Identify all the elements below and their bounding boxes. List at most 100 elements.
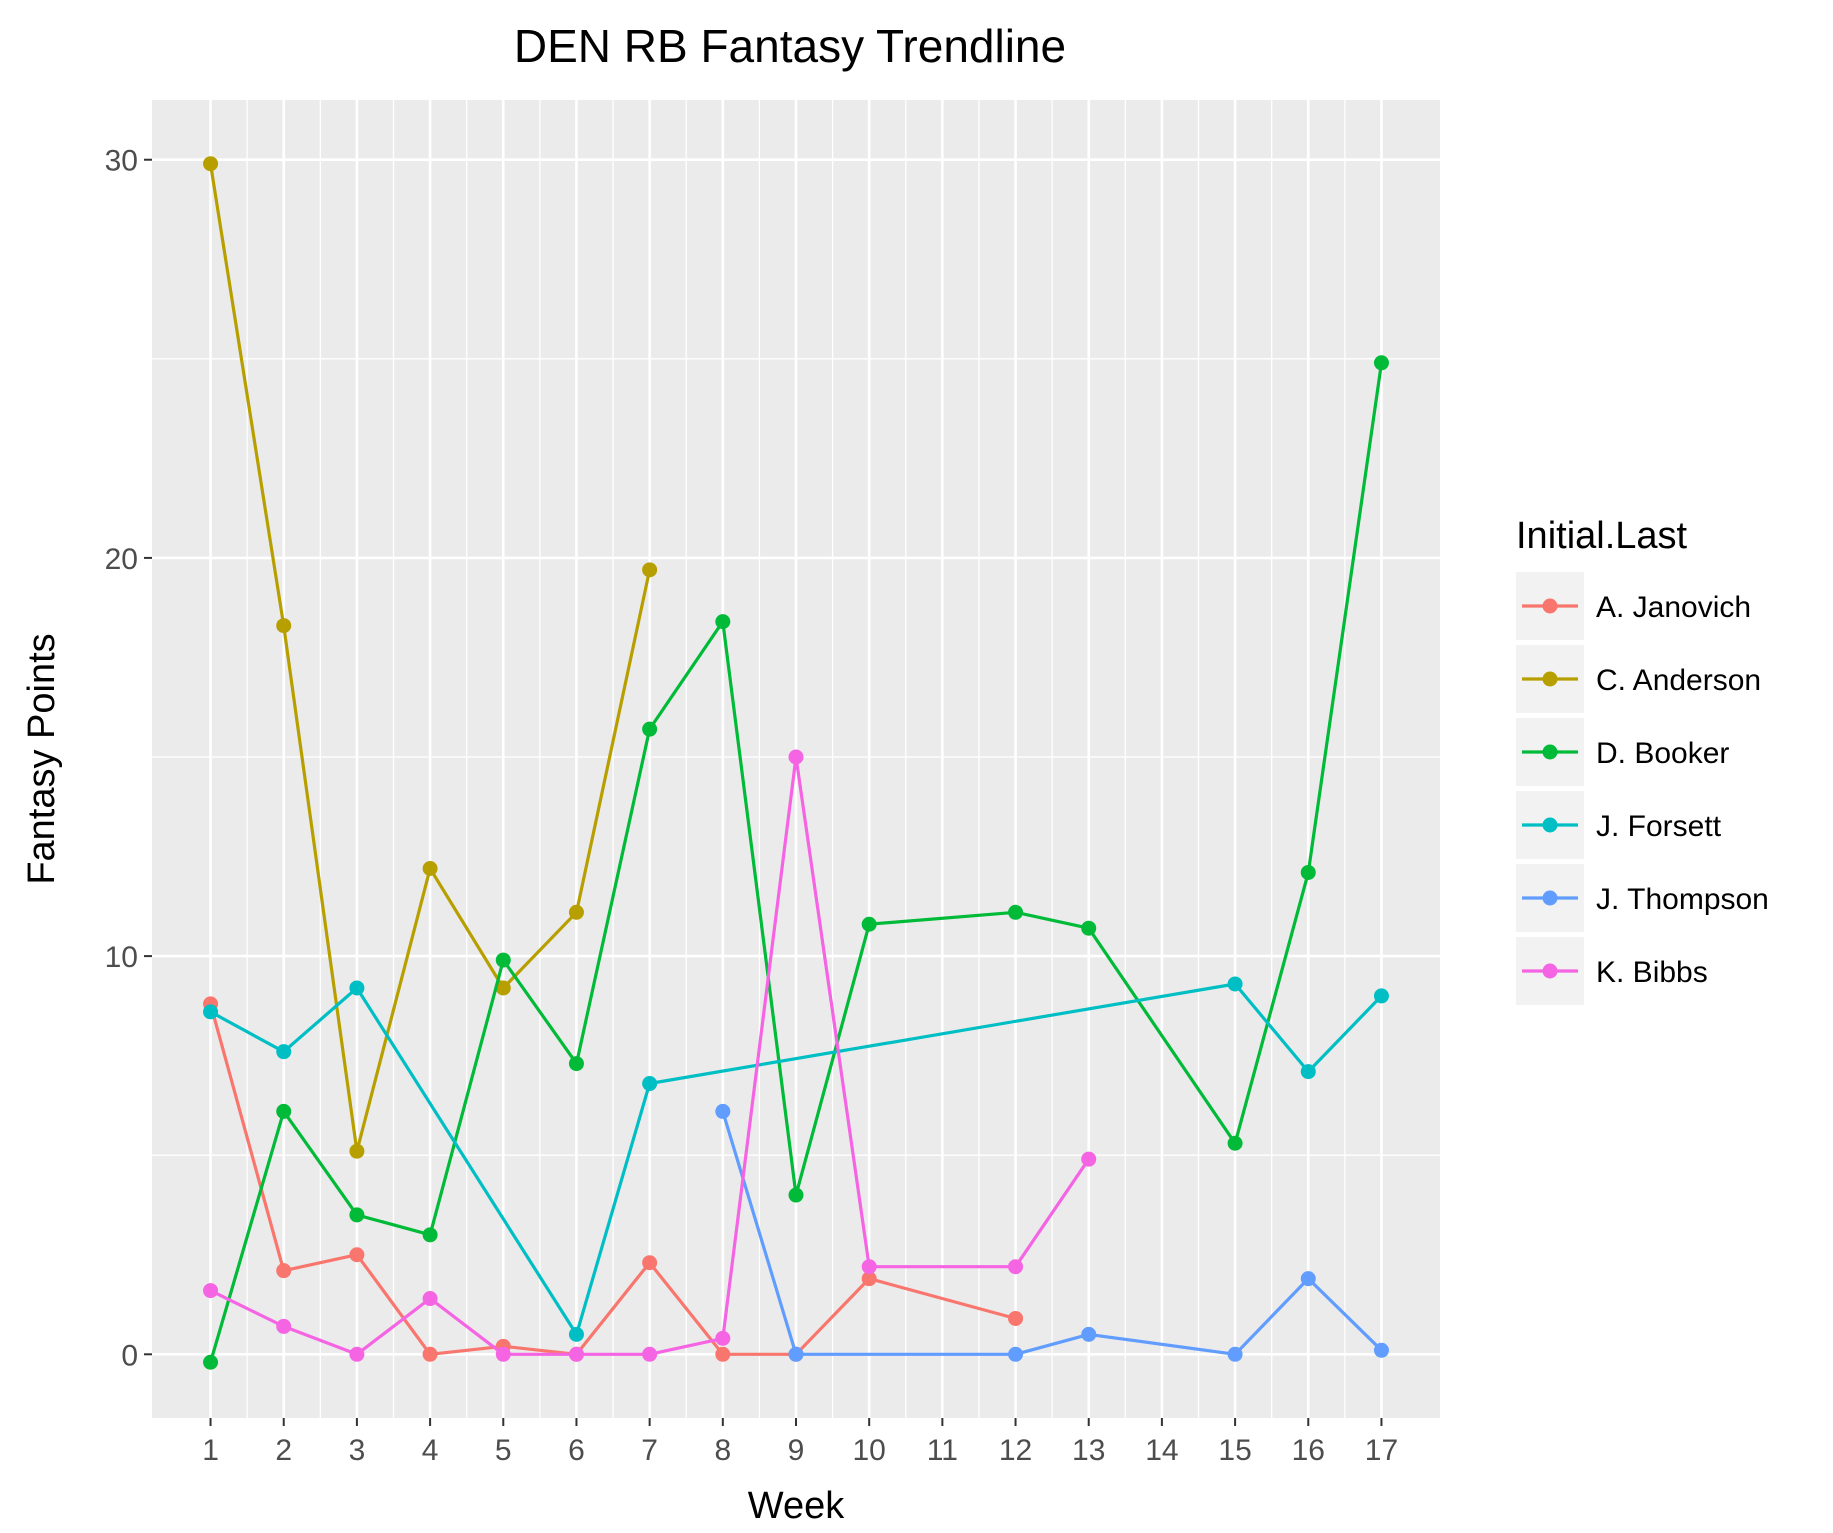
legend-key-point xyxy=(1542,744,1558,760)
data-point xyxy=(788,749,804,765)
y-axis-title: Fantasy Points xyxy=(21,633,63,884)
x-tick-label: 8 xyxy=(714,1434,731,1467)
x-tick-label: 6 xyxy=(568,1434,585,1467)
data-point xyxy=(203,1283,219,1299)
legend-item-j-thompson: J. Thompson xyxy=(1516,864,1769,932)
data-point xyxy=(1227,1346,1243,1362)
data-point xyxy=(642,562,658,578)
x-tick-label: 4 xyxy=(422,1434,439,1467)
x-tick-label: 1 xyxy=(202,1434,219,1467)
data-point xyxy=(1008,1259,1024,1275)
data-point xyxy=(349,1247,365,1263)
data-point xyxy=(1300,1064,1316,1080)
x-tick-label: 5 xyxy=(495,1434,512,1467)
x-tick-label: 14 xyxy=(1145,1434,1178,1467)
legend-item-a-janovich: A. Janovich xyxy=(1516,572,1751,640)
legend-key-point xyxy=(1542,963,1558,979)
data-point xyxy=(1300,864,1316,880)
data-point xyxy=(861,1259,877,1275)
data-point xyxy=(788,1187,804,1203)
data-point xyxy=(495,952,511,968)
data-point xyxy=(715,1103,731,1119)
y-tick-label: 0 xyxy=(121,1339,138,1372)
data-point xyxy=(276,1318,292,1334)
data-point xyxy=(715,614,731,630)
y-tick-label: 10 xyxy=(105,941,138,974)
legend-title: Initial.Last xyxy=(1516,515,1688,557)
series-j-thompson xyxy=(715,1103,1389,1362)
data-point xyxy=(642,1076,658,1092)
x-tick-label: 16 xyxy=(1292,1434,1325,1467)
data-point xyxy=(422,1291,438,1307)
data-point xyxy=(349,980,365,996)
series-line xyxy=(209,755,1091,1356)
legend-key-point xyxy=(1542,817,1558,833)
legend-label: J. Forsett xyxy=(1596,810,1722,843)
y-tick-label: 30 xyxy=(105,145,138,178)
data-point xyxy=(349,1143,365,1159)
legend-label: K. Bibbs xyxy=(1596,956,1708,989)
data-point xyxy=(642,721,658,737)
legend-label: A. Janovich xyxy=(1596,591,1751,624)
data-point xyxy=(276,1044,292,1060)
data-point xyxy=(715,1330,731,1346)
series-d-booker xyxy=(203,355,1389,1370)
data-point xyxy=(861,916,877,932)
legend-label: C. Anderson xyxy=(1596,664,1761,697)
data-point xyxy=(642,1255,658,1271)
legend-key-point xyxy=(1542,598,1558,614)
data-point xyxy=(495,1346,511,1362)
data-point xyxy=(788,1346,804,1362)
legend-key-point xyxy=(1542,671,1558,687)
data-point xyxy=(203,1004,219,1020)
data-point xyxy=(349,1346,365,1362)
y-tick-label: 20 xyxy=(105,543,138,576)
data-point xyxy=(1373,355,1389,371)
data-point xyxy=(203,156,219,172)
x-tick-label: 11 xyxy=(927,1434,958,1467)
data-point xyxy=(276,1103,292,1119)
legend: Initial.Last A. Janovich C. Anderson D. Bo… xyxy=(1516,515,1769,1005)
data-point xyxy=(422,1227,438,1243)
x-tick-label: 10 xyxy=(852,1434,885,1467)
data-point xyxy=(1081,1326,1097,1342)
data-point xyxy=(1300,1271,1316,1287)
x-tick-label: 15 xyxy=(1218,1434,1251,1467)
x-tick-label: 3 xyxy=(349,1434,366,1467)
data-point xyxy=(715,1346,731,1362)
series-c-anderson xyxy=(203,156,658,1159)
legend-items: A. Janovich C. Anderson D. Booker J. Forset… xyxy=(1516,572,1769,1005)
series-layer xyxy=(203,156,1389,1370)
data-point xyxy=(276,1263,292,1279)
x-tick-label: 13 xyxy=(1072,1434,1105,1467)
data-point xyxy=(1008,904,1024,920)
data-point xyxy=(1227,976,1243,992)
data-point xyxy=(422,1346,438,1362)
legend-key-point xyxy=(1542,890,1558,906)
legend-item-c-anderson: C. Anderson xyxy=(1516,645,1761,713)
legend-item-j-forsett: J. Forsett xyxy=(1516,791,1722,859)
x-tick-label: 7 xyxy=(641,1434,658,1467)
legend-item-k-bibbs: K. Bibbs xyxy=(1516,937,1708,1005)
legend-item-d-booker: D. Booker xyxy=(1516,718,1729,786)
data-point xyxy=(203,1354,219,1370)
data-point xyxy=(1081,1151,1097,1167)
data-point xyxy=(495,980,511,996)
data-point xyxy=(1227,1135,1243,1151)
series-j-forsett xyxy=(203,976,1389,1342)
data-point xyxy=(861,1271,877,1287)
series-line xyxy=(209,982,1383,1337)
data-point xyxy=(1081,920,1097,936)
legend-label: D. Booker xyxy=(1596,737,1729,770)
data-point xyxy=(1373,1342,1389,1358)
data-point xyxy=(276,618,292,634)
series-k-bibbs xyxy=(203,749,1097,1362)
data-point xyxy=(568,904,584,920)
x-tick-label: 9 xyxy=(788,1434,805,1467)
data-point xyxy=(1008,1310,1024,1326)
chart-title: DEN RB Fantasy Trendline xyxy=(514,20,1066,72)
x-axis-title: Week xyxy=(748,1485,845,1527)
data-point xyxy=(349,1207,365,1223)
data-point xyxy=(422,861,438,877)
